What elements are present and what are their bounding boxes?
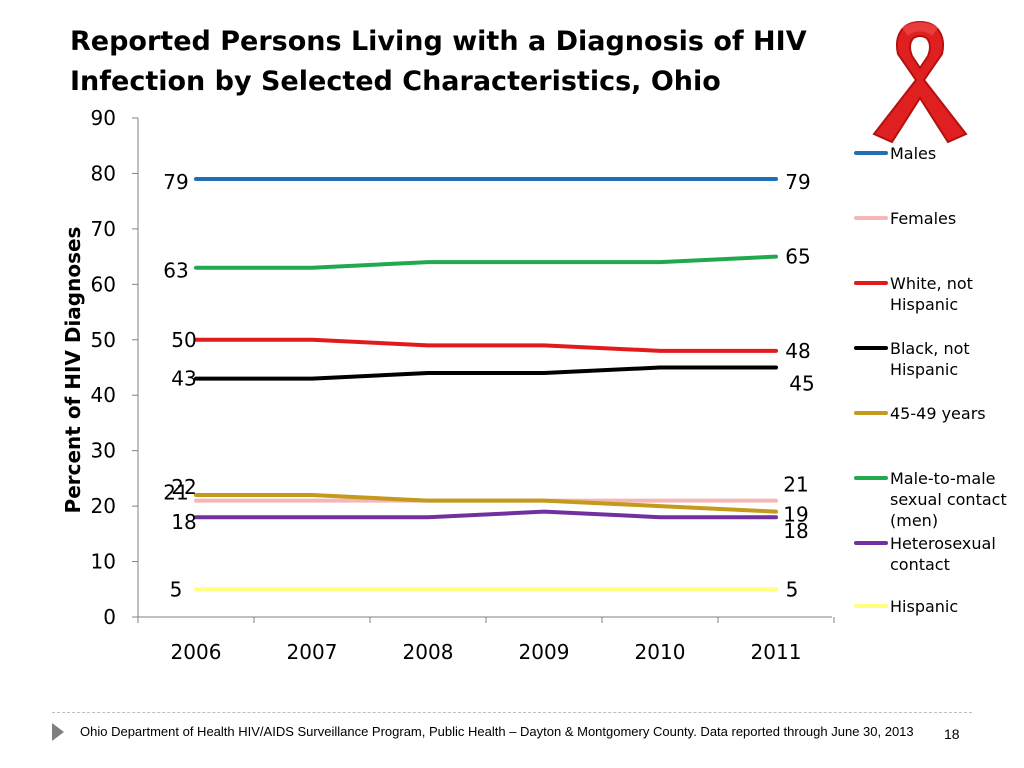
- data-label-end: 65: [785, 245, 810, 269]
- page-number: 18: [944, 726, 960, 742]
- data-label-end: 48: [785, 339, 810, 363]
- y-tick-label: 40: [91, 383, 116, 407]
- y-tick-label: 80: [91, 161, 116, 185]
- data-label-end: 18: [783, 519, 808, 543]
- legend-entry: 45-49 years: [890, 404, 986, 423]
- line-chart: 0 10 20 30 40 50 60 70 80 90 2006 2007 2008 2009 2010 2…: [61, 106, 1007, 664]
- x-tick-label: 2008: [403, 640, 454, 664]
- series-line: [194, 365, 778, 381]
- data-label-end: 45: [789, 372, 814, 396]
- x-tick-label: 2006: [171, 640, 222, 664]
- series-line: [194, 509, 778, 520]
- legend-entry: Male-to-male sexual contact (men): [890, 469, 1007, 530]
- legend-entry: White, not Hispanic: [890, 274, 973, 314]
- data-label-start: 79: [163, 170, 188, 194]
- data-label-end: 79: [785, 170, 810, 194]
- y-tick-label: 0: [103, 605, 116, 629]
- data-label-end: 5: [786, 577, 799, 601]
- data-label-end: 19: [783, 503, 808, 527]
- series-line: [194, 337, 778, 353]
- footer-divider: [52, 712, 972, 713]
- y-axis-title: Percent of HIV Diagnoses: [61, 227, 85, 514]
- y-tick-label: 90: [91, 106, 116, 130]
- data-label-start: 22: [171, 475, 196, 499]
- slide-title: Reported Persons Living with a Diagnosis…: [70, 26, 807, 97]
- x-tick-label: 2007: [287, 640, 338, 664]
- legend-entry: Males: [890, 144, 936, 163]
- y-tick-label: 20: [91, 494, 116, 518]
- data-label-end: 21: [783, 473, 808, 497]
- data-label-start: 18: [171, 510, 196, 534]
- y-tick-label: 50: [91, 328, 116, 352]
- data-label-start: 43: [171, 367, 196, 391]
- data-label-start: 5: [170, 577, 183, 601]
- y-tick-label: 30: [91, 439, 116, 463]
- y-tick-label: 70: [91, 217, 116, 241]
- x-tick-label: 2010: [635, 640, 686, 664]
- y-tick-label: 60: [91, 272, 116, 296]
- legend-entry: Females: [890, 209, 956, 228]
- x-tick-label: 2011: [751, 640, 802, 664]
- data-label-start: 63: [163, 259, 188, 283]
- data-label-start: 50: [171, 328, 196, 352]
- y-tick-label: 10: [91, 550, 116, 574]
- legend-entry: Hispanic: [890, 597, 958, 616]
- footer-source: Ohio Department of Health HIV/AIDS Surve…: [80, 724, 914, 739]
- legend-entry: Heterosexual contact: [890, 534, 996, 574]
- data-label-start: 21: [163, 481, 188, 505]
- series-line: [194, 493, 778, 514]
- series-line: [194, 254, 778, 270]
- x-tick-label: 2009: [519, 640, 570, 664]
- legend-entry: Black, not Hispanic: [890, 339, 970, 379]
- red-awareness-ribbon-icon: [872, 20, 968, 144]
- footer-arrow-icon: [52, 723, 64, 741]
